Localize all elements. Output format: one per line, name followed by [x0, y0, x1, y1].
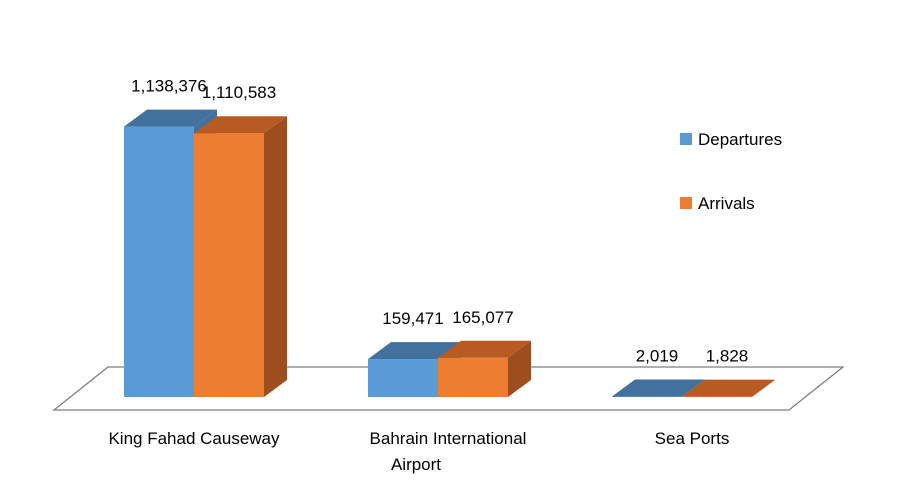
bar-front [438, 357, 508, 397]
category-labels: King Fahad Causeway Bahrain International… [108, 429, 729, 474]
legend-swatch [680, 197, 692, 209]
data-label-arrivals-bahrain-international-airport: 165,077 [452, 308, 513, 327]
bar-arrivals-king-fahad-causeway [194, 116, 287, 397]
data-label-departures-bahrain-international-airport: 159,471 [382, 309, 443, 328]
bar-front [124, 126, 194, 398]
bar-top [194, 116, 287, 134]
bar-front [368, 359, 438, 397]
data-label-departures-king-fahad-causeway: 1,138,376 [131, 77, 207, 96]
bar-top [368, 342, 461, 360]
bar-top [124, 109, 217, 127]
bar-arrivals-sea-ports [682, 379, 775, 397]
bar-top [438, 340, 531, 358]
bar-top [612, 379, 705, 397]
legend: Departures Arrivals [680, 130, 782, 213]
category-label-king-fahad-causeway: King Fahad Causeway [108, 429, 280, 448]
legend-item-departures: Departures [680, 130, 782, 149]
legend-label: Arrivals [698, 194, 755, 213]
bars [124, 109, 775, 398]
legend-item-arrivals: Arrivals [680, 194, 755, 213]
bar-top [682, 379, 775, 397]
bar-front [194, 133, 264, 397]
data-label-arrivals-king-fahad-causeway: 1,110,583 [202, 83, 276, 102]
bar-side [508, 340, 531, 397]
bar-side [264, 116, 287, 397]
category-label-bahrain-international-airport: Bahrain International Airport [370, 429, 527, 474]
bar-arrivals-bahrain-international-airport [438, 340, 531, 397]
bar-side [752, 379, 775, 397]
data-label-arrivals-sea-ports: 1,828 [706, 347, 749, 366]
legend-swatch [680, 133, 692, 145]
legend-label: Departures [698, 130, 782, 149]
category-label-sea-ports: Sea Ports [655, 429, 730, 448]
data-label-departures-sea-ports: 2,019 [636, 347, 679, 366]
